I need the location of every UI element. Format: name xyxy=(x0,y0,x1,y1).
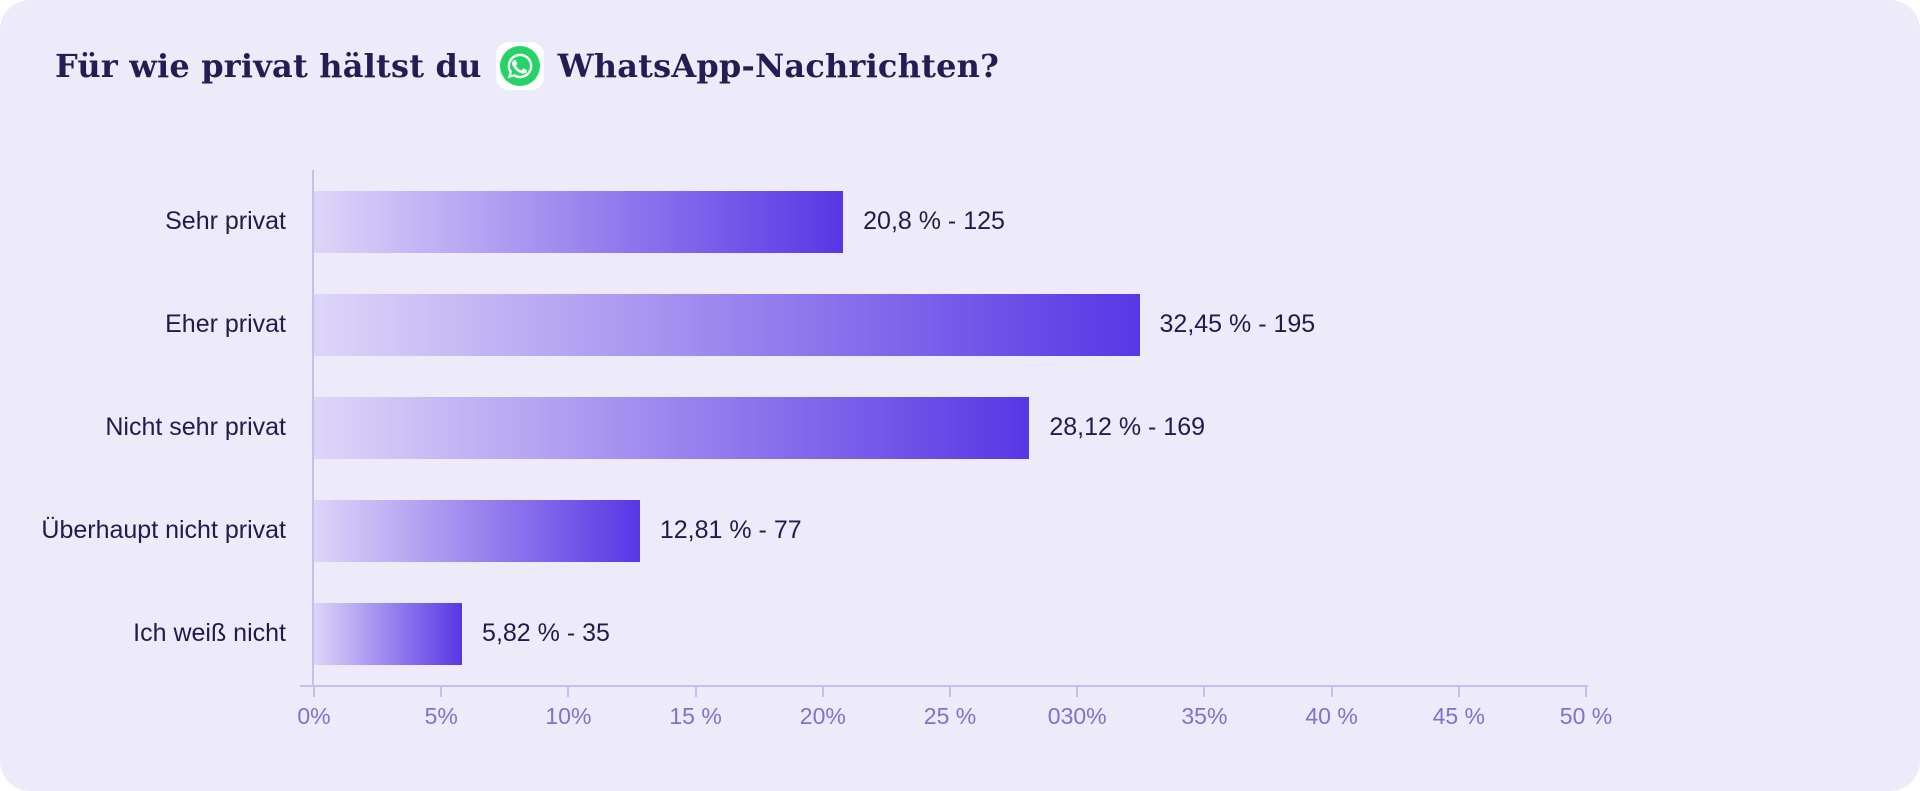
x-tick-mark xyxy=(313,687,315,697)
x-tick-label: 25 % xyxy=(923,703,977,729)
category-label: Eher privat xyxy=(165,310,286,338)
x-tick-label: 0% xyxy=(297,703,331,729)
x-tick-mark xyxy=(1585,687,1587,697)
x-tick-mark xyxy=(1076,687,1079,697)
category-label: Nicht sehr privat xyxy=(105,413,286,441)
category-label: Ich weiß nicht xyxy=(133,619,286,647)
x-tick-mark xyxy=(1203,687,1206,697)
bar xyxy=(314,190,844,253)
whatsapp-icon xyxy=(495,42,544,90)
bars-area: 20,8 % - 125 32,45 % - 195 28,12 % - 169 12… xyxy=(312,170,1586,685)
x-axis-line xyxy=(300,685,1588,687)
bar-row: 12,81 % - 77 xyxy=(314,479,1586,582)
x-tick-label: 20% xyxy=(799,703,846,729)
y-axis-category-labels: Sehr privat Eher privat Nicht sehr privat Ü… xyxy=(0,170,312,685)
whatsapp-icon-svg xyxy=(499,46,540,86)
bar-row: 32,45 % - 195 xyxy=(314,273,1586,376)
bar-value-label: 20,8 % - 125 xyxy=(863,207,1005,235)
x-tick-label: 030% xyxy=(1047,703,1107,729)
title-text-suffix: WhatsApp-Nachrichten? xyxy=(557,47,1000,85)
bar-chart: Sehr privat Eher privat Nicht sehr privat Ü… xyxy=(0,170,1920,747)
bar-value-label: 12,81 % - 77 xyxy=(659,516,802,544)
category-label: Sehr privat xyxy=(165,207,286,235)
bar xyxy=(314,396,1030,459)
plot-area: Sehr privat Eher privat Nicht sehr privat Ü… xyxy=(0,170,1920,685)
bar-row: 5,82 % - 35 xyxy=(314,582,1586,685)
page-title: Für wie privat hältst du WhatsApp-Nachri… xyxy=(0,0,1920,90)
x-tick-mark xyxy=(1330,687,1333,697)
x-tick-label: 45 % xyxy=(1432,703,1486,729)
x-tick-label: 40 % xyxy=(1305,703,1358,729)
x-tick-mark xyxy=(949,687,951,697)
x-tick-mark xyxy=(1457,687,1460,697)
x-tick-label: 10% xyxy=(545,703,592,729)
bar-row: 28,12 % - 169 xyxy=(314,376,1586,479)
x-tick-label: 35% xyxy=(1181,703,1228,729)
bar-row: 20,8 % - 125 xyxy=(314,170,1586,273)
x-tick-mark xyxy=(440,687,443,697)
x-tick-label: 5% xyxy=(424,703,458,729)
x-axis-ticks: 0% 5% 10% 15 % 20% 25 % 030% 35% 40 % 45 % 50 % xyxy=(297,687,1612,747)
bar-value-label: 5,82 % - 35 xyxy=(482,619,610,647)
bar xyxy=(314,293,1140,356)
bar xyxy=(314,602,463,665)
x-tick-mark xyxy=(694,687,697,697)
bar xyxy=(314,499,640,562)
x-tick-mark xyxy=(821,687,824,697)
x-tick-mark xyxy=(567,687,570,697)
category-label: Überhaupt nicht privat xyxy=(41,516,286,544)
x-tick-label: 15 % xyxy=(669,703,722,729)
bar-value-label: 28,12 % - 169 xyxy=(1049,413,1206,441)
bar-value-label: 32,45 % - 195 xyxy=(1159,310,1316,338)
title-text-prefix: Für wie privat hältst du xyxy=(55,47,482,85)
x-tick-label: 50 % xyxy=(1559,703,1613,729)
